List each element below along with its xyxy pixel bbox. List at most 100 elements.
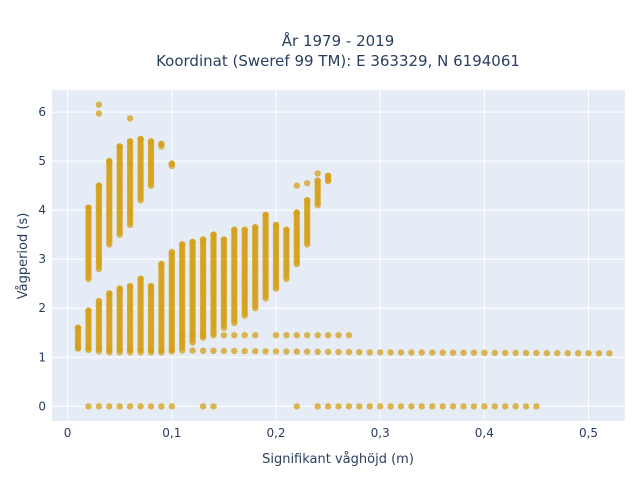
data-point — [449, 349, 457, 356]
data-point — [106, 157, 113, 165]
data-point — [168, 403, 175, 410]
data-point — [231, 226, 238, 233]
data-point — [345, 348, 353, 356]
data-point — [481, 349, 488, 356]
data-point — [606, 350, 613, 357]
data-point — [449, 403, 457, 410]
data-point — [116, 143, 123, 150]
data-point — [199, 332, 207, 339]
data-point — [252, 332, 259, 339]
data-point — [262, 348, 269, 355]
data-point — [324, 348, 332, 356]
data-point — [283, 226, 290, 233]
y-tick-label: 5 — [38, 154, 46, 168]
data-point — [314, 332, 321, 339]
data-point — [491, 403, 498, 410]
data-point — [106, 403, 113, 410]
data-point — [179, 332, 186, 339]
data-point — [387, 403, 394, 410]
data-point — [147, 403, 155, 410]
data-point — [147, 282, 155, 290]
chart-title-line-1: År 1979 - 2019 — [282, 31, 395, 50]
data-point — [324, 403, 332, 410]
data-point — [137, 135, 144, 143]
data-point — [335, 348, 342, 356]
data-point — [74, 324, 82, 331]
x-tick-labels: 0 0,1 0,2 0,3 0,4 0,5 — [64, 426, 598, 440]
data-point — [366, 349, 373, 356]
data-point — [283, 332, 290, 339]
data-point — [314, 348, 321, 355]
data-point — [324, 177, 332, 184]
data-point — [512, 349, 519, 357]
data-point — [439, 403, 446, 410]
data-point — [397, 403, 405, 410]
data-point — [189, 238, 196, 246]
data-point — [116, 403, 123, 410]
x-tick-label: 0,4 — [475, 426, 494, 440]
data-point — [231, 347, 238, 355]
data-point — [95, 403, 103, 410]
data-point — [283, 348, 290, 355]
data-point — [189, 332, 196, 339]
y-tick-label: 0 — [38, 399, 46, 413]
data-point — [241, 347, 248, 355]
x-tick-label: 0,2 — [266, 426, 285, 440]
data-point — [293, 348, 300, 355]
data-point — [126, 403, 134, 410]
data-point — [252, 348, 259, 355]
data-point — [137, 275, 144, 282]
data-point — [335, 403, 342, 410]
data-point — [397, 349, 405, 356]
data-point — [366, 403, 373, 410]
data-point — [502, 349, 509, 357]
data-point — [241, 226, 248, 233]
data-point — [418, 349, 425, 356]
y-tick-label: 2 — [38, 301, 46, 315]
data-point — [95, 297, 103, 305]
data-point — [377, 403, 384, 410]
data-point — [429, 403, 436, 410]
data-point — [304, 332, 311, 339]
data-point — [502, 403, 509, 410]
data-point — [460, 403, 467, 410]
x-tick-label: 0,3 — [371, 426, 390, 440]
data-point — [522, 403, 530, 410]
data-point — [418, 403, 425, 410]
data-point — [387, 349, 394, 356]
data-point — [262, 211, 269, 219]
y-tick-label: 3 — [38, 252, 46, 266]
data-point — [512, 403, 519, 410]
data-point — [314, 170, 321, 177]
data-point — [293, 209, 300, 216]
data-point — [220, 332, 228, 339]
data-point — [324, 172, 332, 179]
data-point — [220, 347, 228, 355]
y-axis-label: Vågperiod (s) — [16, 213, 31, 300]
data-point — [220, 236, 228, 243]
data-point — [85, 204, 92, 211]
data-point — [554, 349, 561, 357]
data-point — [158, 260, 165, 268]
x-axis-label: Signifikant våghöjd (m) — [262, 452, 414, 467]
data-point — [210, 332, 217, 339]
data-point — [293, 182, 300, 189]
data-point — [85, 307, 92, 314]
y-tick-label: 1 — [38, 350, 46, 364]
data-point — [210, 403, 217, 410]
data-point — [210, 347, 217, 354]
data-point — [95, 101, 103, 108]
data-point — [106, 290, 113, 297]
data-point — [356, 403, 363, 410]
data-point — [158, 403, 165, 410]
data-point — [272, 221, 280, 229]
data-point — [533, 403, 540, 410]
data-point — [293, 403, 300, 410]
data-point — [137, 403, 144, 410]
data-point — [126, 282, 134, 290]
y-tick-label: 6 — [38, 105, 46, 119]
data-point — [324, 332, 332, 339]
data-point — [429, 349, 436, 356]
data-point — [147, 138, 155, 145]
